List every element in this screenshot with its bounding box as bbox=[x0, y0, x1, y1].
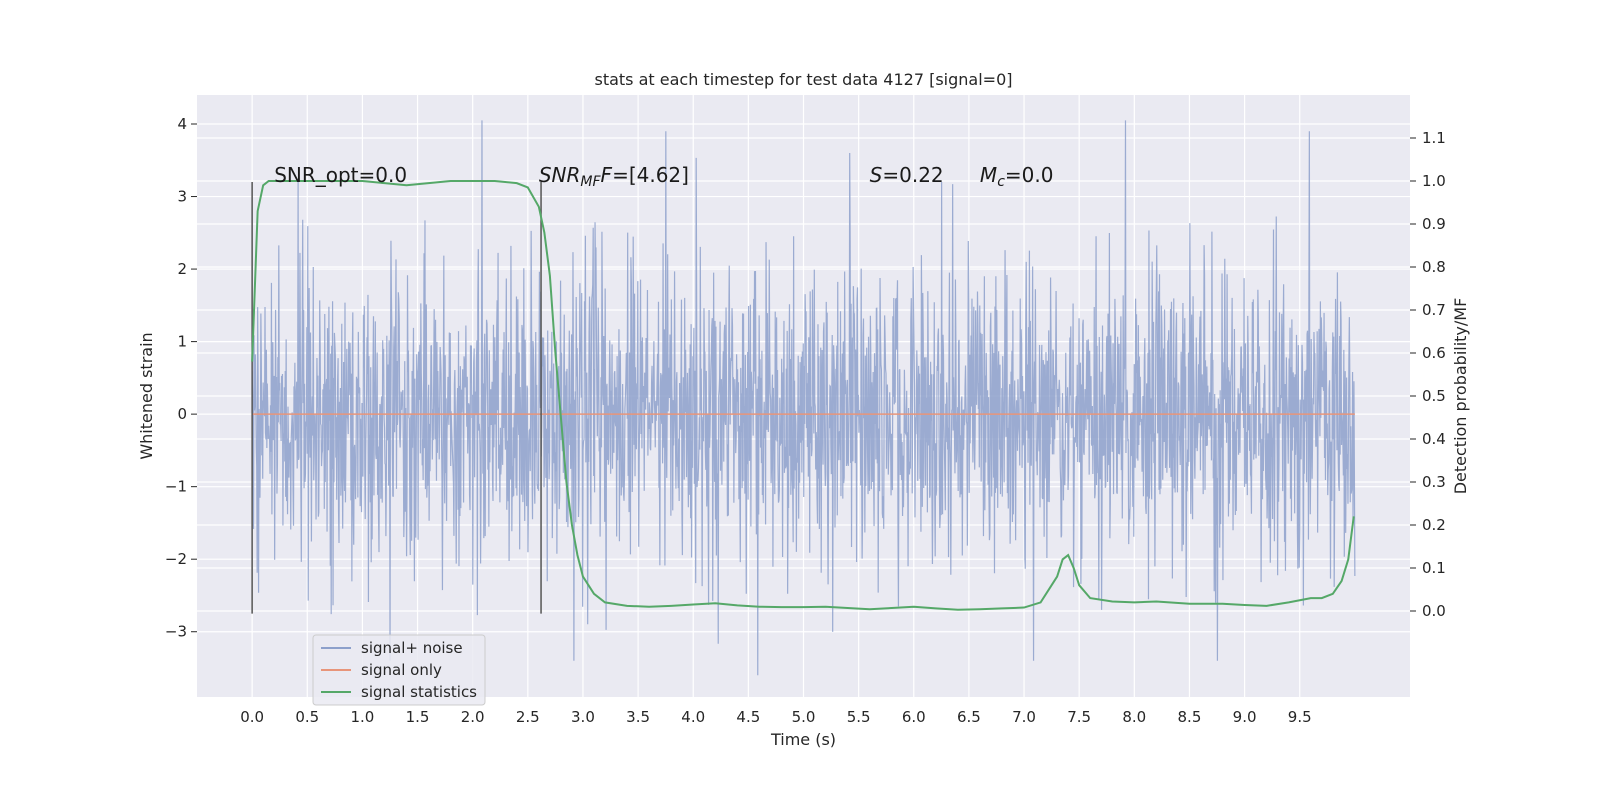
y-right-tick-label: 0.5 bbox=[1422, 387, 1446, 405]
y-left-tick-label: −3 bbox=[165, 623, 187, 641]
annotation-snr-mf-base: SNR bbox=[539, 163, 581, 187]
y-right-tick-label: 0.7 bbox=[1422, 301, 1446, 319]
x-tick-label: 6.0 bbox=[902, 708, 926, 726]
x-tick-label: 4.0 bbox=[681, 708, 705, 726]
annotation-mc-value: =0.0 bbox=[1005, 163, 1054, 187]
x-tick-label: 4.5 bbox=[736, 708, 760, 726]
x-tick-label: 1.0 bbox=[350, 708, 374, 726]
annotation-snr-opt: SNR_opt=0.0 bbox=[274, 163, 407, 187]
y-left-tick-label: −2 bbox=[165, 550, 187, 568]
axis-layer: 0.0 0.5 1.0 1.5 2.0 2.5 3.0 3.5 4.0 4.5 5.0 5.5 6.0 6… bbox=[165, 115, 1446, 726]
annotation-s: S=0.22 bbox=[870, 163, 944, 187]
x-tick-label: 9.0 bbox=[1233, 708, 1257, 726]
y-right-tick-label: 0.9 bbox=[1422, 215, 1446, 233]
y-left-tick-label: 0 bbox=[177, 405, 187, 423]
legend-label-signal-noise: signal+ noise bbox=[361, 639, 463, 657]
series-signal-noise bbox=[251, 120, 1356, 676]
legend-label-signal-only: signal only bbox=[361, 661, 442, 679]
annotation-mc: Mc=0.0 bbox=[980, 163, 1054, 190]
y-axis-label-right: Detection probability/MF bbox=[1451, 298, 1470, 495]
y-left-tick-label: −1 bbox=[165, 478, 187, 496]
data-layer bbox=[251, 120, 1356, 676]
annotation-snr-mf-sub: MF bbox=[580, 174, 601, 190]
x-tick-label: 9.5 bbox=[1288, 708, 1312, 726]
y-left-tick-label: 2 bbox=[177, 260, 187, 278]
x-tick-label: 2.0 bbox=[461, 708, 485, 726]
x-tick-label: 3.5 bbox=[626, 708, 650, 726]
x-tick-label: 0.5 bbox=[295, 708, 319, 726]
y-right-tick-label: 0.0 bbox=[1422, 602, 1446, 620]
x-tick-label: 0.0 bbox=[240, 708, 264, 726]
y-right-tick-label: 0.8 bbox=[1422, 258, 1446, 276]
annotation-snr-mf: SNRMFF=[4.62] bbox=[539, 163, 689, 190]
annotation-s-value: =0.22 bbox=[882, 163, 943, 187]
x-tick-label: 7.0 bbox=[1012, 708, 1036, 726]
chart-title: stats at each timestep for test data 412… bbox=[594, 70, 1012, 89]
annotation-mc-sub: c bbox=[997, 174, 1005, 190]
series-signal-statistics bbox=[251, 180, 1355, 611]
y-axis-label-left: Whitened strain bbox=[137, 332, 156, 459]
x-tick-label: 5.0 bbox=[792, 708, 816, 726]
y-right-tick-label: 0.1 bbox=[1422, 559, 1446, 577]
chart-legend: signal+ noise signal only signal statist… bbox=[312, 634, 486, 706]
legend-label-signal-statistics: signal statistics bbox=[361, 683, 477, 701]
y-right-tick-label: 1.0 bbox=[1422, 172, 1446, 190]
x-tick-label: 3.0 bbox=[571, 708, 595, 726]
y-right-tick-label: 0.3 bbox=[1422, 473, 1446, 491]
x-tick-label: 2.5 bbox=[516, 708, 540, 726]
y-left-tick-label: 3 bbox=[177, 188, 187, 206]
y-right-tick-label: 1.1 bbox=[1422, 129, 1446, 147]
x-axis-label: Time (s) bbox=[770, 730, 836, 749]
y-left-tick-label: 4 bbox=[177, 115, 187, 133]
annotation-snr-mf-value: =[4.62] bbox=[612, 163, 689, 187]
annotation-s-var: S bbox=[870, 163, 883, 187]
y-right-tick-label: 0.6 bbox=[1422, 344, 1446, 362]
y-right-tick-label: 0.2 bbox=[1422, 516, 1446, 534]
x-tick-label: 6.5 bbox=[957, 708, 981, 726]
y-left-tick-label: 1 bbox=[177, 333, 187, 351]
x-tick-label: 5.5 bbox=[847, 708, 871, 726]
legend-box bbox=[312, 634, 486, 706]
y-right-tick-label: 0.4 bbox=[1422, 430, 1446, 448]
annotation-mc-var: M bbox=[980, 163, 997, 187]
x-tick-label: 1.5 bbox=[406, 708, 430, 726]
x-tick-label: 7.5 bbox=[1067, 708, 1091, 726]
x-tick-label: 8.5 bbox=[1178, 708, 1202, 726]
x-tick-label: 8.0 bbox=[1122, 708, 1146, 726]
